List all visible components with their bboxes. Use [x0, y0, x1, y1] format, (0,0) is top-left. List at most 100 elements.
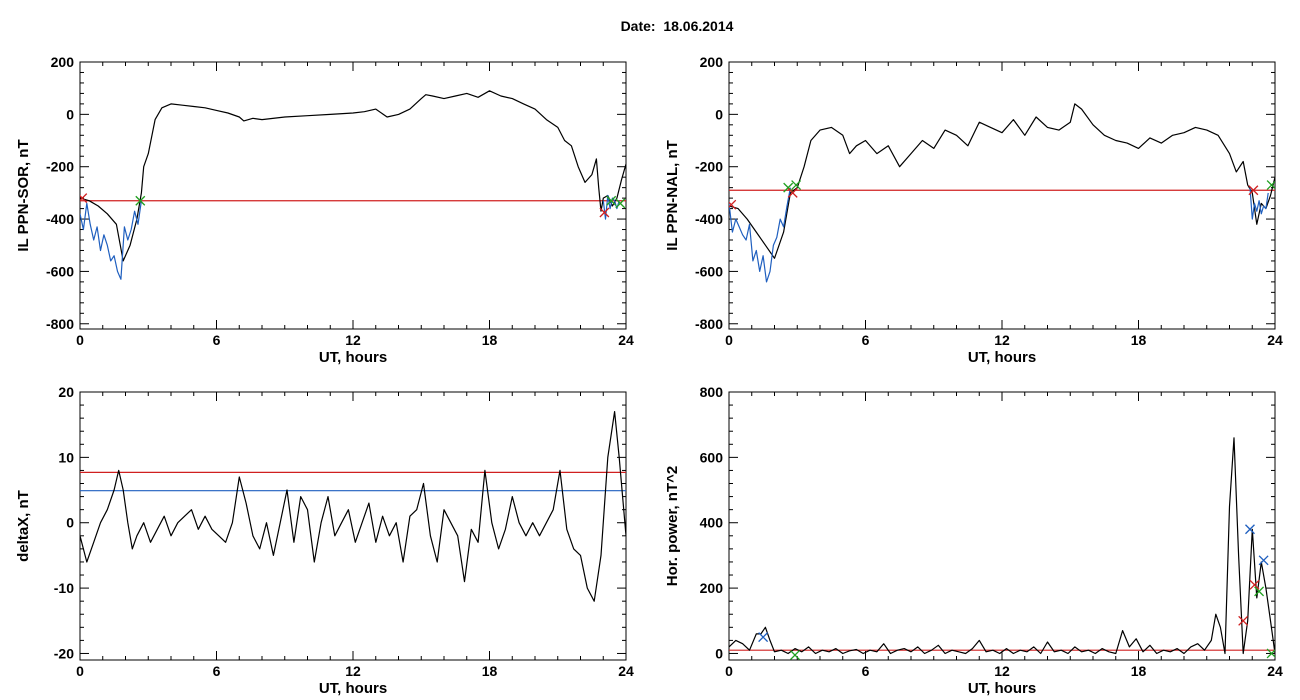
panel-bottom-right-xlabel: UT, hours — [968, 680, 1036, 697]
panel-bottom-left-series-line-0 — [80, 411, 626, 602]
panel-bottom-left-xtick-label: 12 — [345, 663, 361, 679]
panel-bottom-left-ytick-label: -10 — [54, 580, 74, 596]
figure-title: Date: 18.06.2014 — [620, 18, 734, 34]
panel-top-left-xtick-label: 0 — [76, 332, 84, 348]
panel-top-left-marker — [606, 195, 617, 206]
panel-top-left-marker — [599, 207, 610, 218]
panel-top-right-marker — [787, 187, 798, 198]
panel-top-left-xtick-label: 12 — [345, 332, 361, 348]
panel-top-left-marker-stroke — [615, 198, 626, 209]
panel-top-right-marker — [1248, 185, 1259, 196]
panel-top-left-marker-stroke — [599, 207, 610, 218]
panel-bottom-left-ytick-label: 10 — [58, 449, 74, 465]
panel-top-right-plot-area — [729, 103, 1275, 283]
panel-top-right: 0 6 12 18 24 200 0 -200 -400 -600 -800 UT, hours IL … — [664, 54, 1283, 366]
panel-top-left-frame — [79, 61, 627, 330]
panel-bottom-right-series-line-0 — [729, 437, 1275, 655]
panel-top-right-marker-stroke — [791, 180, 802, 190]
panel-bottom-left-xtick-label: 18 — [482, 663, 498, 679]
panel-top-right-marker-stroke — [729, 199, 737, 208]
panel-top-right-marker-stroke — [783, 182, 794, 193]
panel-bottom-right-marker — [1249, 579, 1260, 590]
panel-top-right-xtick-label: 18 — [1131, 332, 1147, 348]
panel-bottom-right-ytick-label: 400 — [700, 515, 724, 531]
panel-bottom-right-marker — [1245, 524, 1255, 535]
panel-bottom-right-marker-stroke — [790, 650, 800, 660]
panel-bottom-right-marker-stroke — [1258, 555, 1269, 566]
panel-bottom-right-marker-stroke — [1238, 615, 1249, 626]
panel-bottom-right-marker-stroke — [1249, 579, 1260, 590]
panel-bottom-left: 0 6 12 18 24 20 10 0 -10 -20 UT, hours deltaX, nT — [15, 384, 634, 697]
panel-bottom-right-marker-stroke — [1254, 586, 1265, 597]
panel-top-left-ytick-label: 0 — [66, 106, 74, 122]
panel-top-right-marker — [729, 199, 737, 210]
panel-top-left-xtick-label: 6 — [213, 332, 221, 348]
panel-top-left-marker — [615, 198, 626, 209]
panel-top-right-xtick-label: 24 — [1267, 332, 1283, 348]
panel-top-left-plot-area — [80, 90, 626, 280]
panel-bottom-right-marker-stroke — [1266, 649, 1275, 659]
panel-bottom-right-marker — [790, 650, 800, 660]
panel-top-right-series-line-2 — [1249, 187, 1269, 220]
panel-top-right-series-line-1 — [729, 187, 791, 283]
panel-bottom-left-xlabel: UT, hours — [319, 680, 387, 697]
panel-bottom-right-xtick-label: 12 — [994, 663, 1010, 679]
panel-top-right-marker — [791, 180, 802, 190]
panel-bottom-left-ytick-label: -20 — [54, 645, 74, 661]
panel-bottom-right-ylabel: Hor. power, nT^2 — [664, 466, 681, 586]
panel-bottom-right-xtick-label: 24 — [1267, 663, 1283, 679]
panel-top-left-series-line-1 — [80, 200, 142, 280]
panel-bottom-left-ytick-label: 0 — [66, 515, 74, 531]
panel-top-right-ytick-label: -400 — [695, 211, 723, 227]
panel-bottom-right-marker — [1266, 648, 1275, 659]
panel-bottom-left-ytick-label: 20 — [58, 384, 74, 400]
panel-top-right-marker-stroke — [787, 187, 798, 198]
panel-bottom-right-ytick-label: 800 — [700, 384, 724, 400]
panel-top-left-marker — [135, 195, 146, 206]
panel-top-right-marker-stroke — [1266, 180, 1275, 190]
panel-top-left-marker — [80, 193, 88, 204]
panel-top-left-marker-stroke — [80, 193, 88, 202]
panel-top-left-marker-stroke — [135, 195, 146, 206]
panel-top-right-ytick-label: 0 — [715, 106, 723, 122]
panel-top-right-frame — [728, 61, 1276, 330]
panel-bottom-right-ytick-label: 600 — [700, 449, 724, 465]
panel-top-right-ytick-label: -600 — [695, 263, 723, 279]
panel-top-left-ylabel: IL PPN-SOR, nT — [15, 139, 32, 251]
panel-bottom-left-xtick-label: 6 — [213, 663, 221, 679]
panel-top-right-xlabel: UT, hours — [968, 349, 1036, 366]
panel-top-left: 0 6 12 18 24 200 0 -200 -400 -600 -800 UT, hours IL … — [15, 54, 634, 366]
panel-top-left-ytick-label: -200 — [46, 159, 74, 175]
panel-top-right-ylabel: IL PPN-NAL, nT — [664, 140, 681, 251]
panel-bottom-right-marker — [1238, 615, 1249, 626]
panel-top-right-ytick-label: 200 — [700, 54, 724, 70]
panel-top-right-xtick-label: 0 — [725, 332, 733, 348]
panel-top-left-marker-stroke — [606, 195, 617, 206]
panel-top-left-xtick-label: 24 — [618, 332, 634, 348]
panel-bottom-right-ytick-label: 0 — [715, 645, 723, 661]
panel-top-left-series-line-0 — [80, 90, 626, 262]
panel-top-right-ytick-label: -800 — [695, 316, 723, 332]
panel-bottom-right-plot-area — [729, 437, 1275, 660]
panel-top-left-ytick-label: -800 — [46, 316, 74, 332]
panel-top-left-ytick-label: -400 — [46, 211, 74, 227]
panel-bottom-right-marker-stroke — [758, 632, 769, 643]
panel-bottom-right-xtick-label: 18 — [1131, 663, 1147, 679]
panel-bottom-right-marker — [1254, 586, 1265, 597]
panel-bottom-left-plot-area — [80, 411, 626, 602]
panel-top-left-ytick-label: 200 — [51, 54, 75, 70]
panel-bottom-right-ytick-label: 200 — [700, 580, 724, 596]
panel-top-right-xtick-label: 6 — [862, 332, 870, 348]
panel-top-left-xtick-label: 18 — [482, 332, 498, 348]
panel-top-right-xtick-label: 12 — [994, 332, 1010, 348]
panel-top-left-ytick-label: -600 — [46, 263, 74, 279]
panel-top-right-series-line-0 — [729, 103, 1275, 259]
panel-top-right-marker — [1266, 180, 1275, 190]
panel-top-right-marker-stroke — [1248, 185, 1259, 196]
panel-bottom-left-ylabel: deltaX, nT — [15, 490, 32, 562]
panel-bottom-right-marker — [758, 632, 769, 643]
panel-top-left-xlabel: UT, hours — [319, 349, 387, 366]
panel-bottom-left-xtick-label: 24 — [618, 663, 634, 679]
panel-bottom-right-frame — [728, 391, 1276, 661]
